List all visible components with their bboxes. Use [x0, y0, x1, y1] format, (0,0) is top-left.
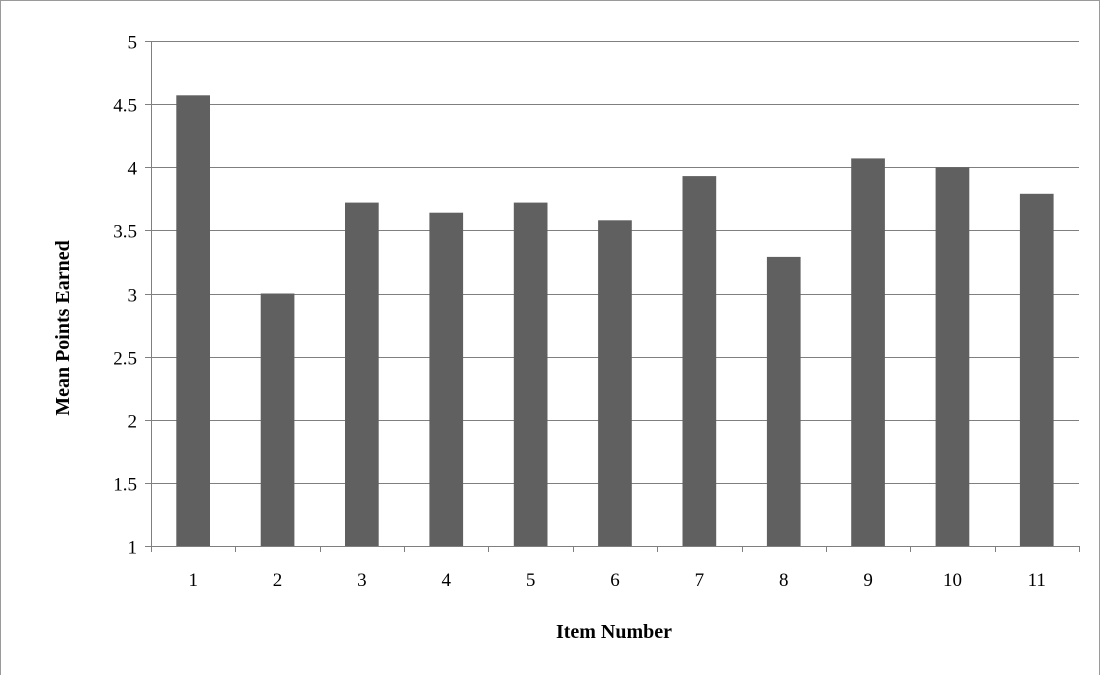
bar	[851, 158, 885, 546]
bar	[345, 202, 379, 546]
y-tick-label: 4.5	[113, 96, 137, 117]
bar	[429, 212, 464, 546]
x-tick-label: 5	[526, 570, 536, 591]
x-tick-label: 8	[779, 570, 789, 591]
x-tick-label: 9	[863, 570, 873, 591]
y-tick-label: 2	[128, 412, 138, 433]
y-tick-label: 1	[128, 538, 138, 559]
bar	[682, 176, 717, 546]
x-tick-label: 6	[610, 570, 620, 591]
y-tick-label: 2.5	[113, 349, 137, 370]
x-tick-label: 10	[943, 570, 962, 591]
bars	[176, 95, 1054, 547]
x-tick-label: 7	[695, 570, 705, 591]
x-axis-title: Item Number	[556, 621, 672, 643]
bar	[513, 202, 548, 546]
x-tick-label: 11	[1028, 570, 1046, 591]
bar	[935, 167, 970, 547]
y-tick-label: 4	[128, 159, 138, 180]
y-tick-label: 5	[128, 33, 138, 54]
y-tick-label: 1.5	[113, 475, 137, 496]
bar	[1019, 193, 1054, 547]
y-tick-label: 3	[128, 286, 138, 307]
axes	[145, 41, 1080, 552]
y-tick-label: 3.5	[113, 222, 137, 243]
x-tick-label: 3	[357, 570, 367, 591]
y-axis-title: Mean Points Earned	[52, 240, 74, 416]
bar	[598, 220, 632, 547]
bar	[176, 95, 210, 547]
x-tick-label: 1	[188, 570, 198, 591]
bar	[260, 293, 295, 546]
x-tick-label: 2	[273, 570, 283, 591]
bar	[766, 256, 801, 546]
x-tick-labels: 1 2 3 4 5 6 7 8 9 10 11	[188, 570, 1045, 591]
x-tick-label: 4	[442, 570, 452, 591]
y-tick-labels: 1 1.5 2 2.5 3 3.5 4 4.5 5	[113, 33, 137, 559]
